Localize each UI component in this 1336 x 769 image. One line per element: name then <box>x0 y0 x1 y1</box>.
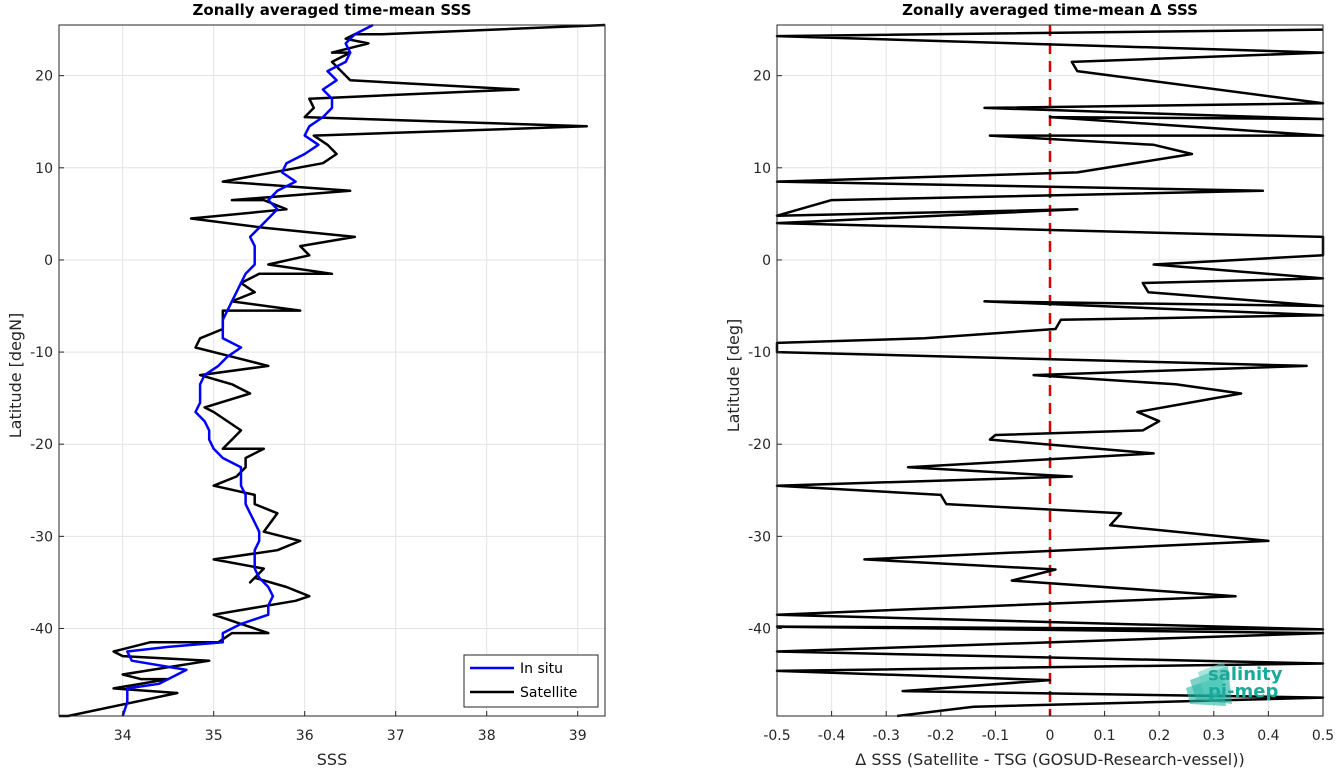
tick-labels: -0.5 -0.4 -0.3 -0.2 -0.1 0 0.1 0.2 0.3 0.4 0.5 -40 -… <box>748 69 1334 744</box>
logo-wave-icon <box>1186 662 1232 706</box>
x-tick-label: -0.4 <box>818 728 845 744</box>
series-line-delta-sss <box>775 28 1325 718</box>
y-tick-label: 10 <box>753 161 771 177</box>
y-axis-label: Latitude [deg] <box>724 319 743 433</box>
y-tick-label: 0 <box>762 253 771 269</box>
y-tick-label: -30 <box>748 529 771 545</box>
y-tick-label: -10 <box>30 345 53 361</box>
y-tick-label: -40 <box>748 621 771 637</box>
x-tick-label: -0.1 <box>982 728 1009 744</box>
y-tick-label: -40 <box>30 621 53 637</box>
legend-label-in-situ: In situ <box>520 661 563 677</box>
chart-zonal-delta-sss: -0.5 -0.4 -0.3 -0.2 -0.1 0 0.1 0.2 0.3 0.4 0.5 -40 -… <box>724 1 1334 769</box>
x-tick-label: -0.3 <box>873 728 900 744</box>
legend-box <box>463 654 599 708</box>
x-tick-label: -0.5 <box>763 728 790 744</box>
x-tick-label: -0.2 <box>927 728 954 744</box>
x-tick-label: 38 <box>478 728 496 744</box>
x-axis-label: SSS <box>317 750 347 769</box>
x-tick-label: 35 <box>205 728 223 744</box>
axes-frame <box>58 24 606 717</box>
x-tick-label: 34 <box>114 728 132 744</box>
chart-zonal-sss: 34 35 36 37 38 39 -40 -30 -20 -10 0 10 20 Zonally av… <box>6 1 606 769</box>
y-tick-label: -20 <box>30 437 53 453</box>
chart-title: Zonally averaged time-mean SSS <box>193 1 472 19</box>
logo-text-pi-mep: pi-mep <box>1208 681 1278 702</box>
salinity-pi-mep-logo: salinity pi-mep <box>1186 662 1283 706</box>
x-axis-label: Δ SSS (Satellite - TSG (GOSUD-Research-v… <box>855 750 1244 769</box>
y-tick-label: -30 <box>30 529 53 545</box>
y-axis-label: Latitude [degN] <box>6 313 25 439</box>
x-tick-label: 36 <box>296 728 314 744</box>
tick-labels: 34 35 36 37 38 39 -40 -30 -20 -10 0 10 20 <box>30 69 586 744</box>
legend-label-satellite: Satellite <box>520 685 577 701</box>
x-tick-label: 0.2 <box>1148 728 1170 744</box>
y-tick-label: 20 <box>753 69 771 85</box>
y-tick-label: 0 <box>44 253 53 269</box>
x-tick-label: 37 <box>387 728 405 744</box>
x-tick-label: 39 <box>569 728 587 744</box>
legend: In situ Satellite <box>463 654 599 708</box>
series-layer <box>775 28 1325 718</box>
y-tick-label: -10 <box>748 345 771 361</box>
x-tick-label: 0 <box>1046 728 1055 744</box>
series-line-satellite <box>59 23 606 718</box>
series-line-in-situ <box>121 23 374 717</box>
y-tick-label: -20 <box>748 437 771 453</box>
logo-text-salinity: salinity <box>1208 664 1283 685</box>
chart-title: Zonally averaged time-mean Δ SSS <box>902 1 1198 19</box>
x-tick-label: 0.1 <box>1093 728 1115 744</box>
y-tick-label: 10 <box>35 161 53 177</box>
y-tick-label: 20 <box>35 69 53 85</box>
x-tick-label: 0.4 <box>1257 728 1279 744</box>
x-tick-label: 0.5 <box>1312 728 1334 744</box>
series-layer <box>59 23 606 718</box>
x-tick-label: 0.3 <box>1203 728 1225 744</box>
